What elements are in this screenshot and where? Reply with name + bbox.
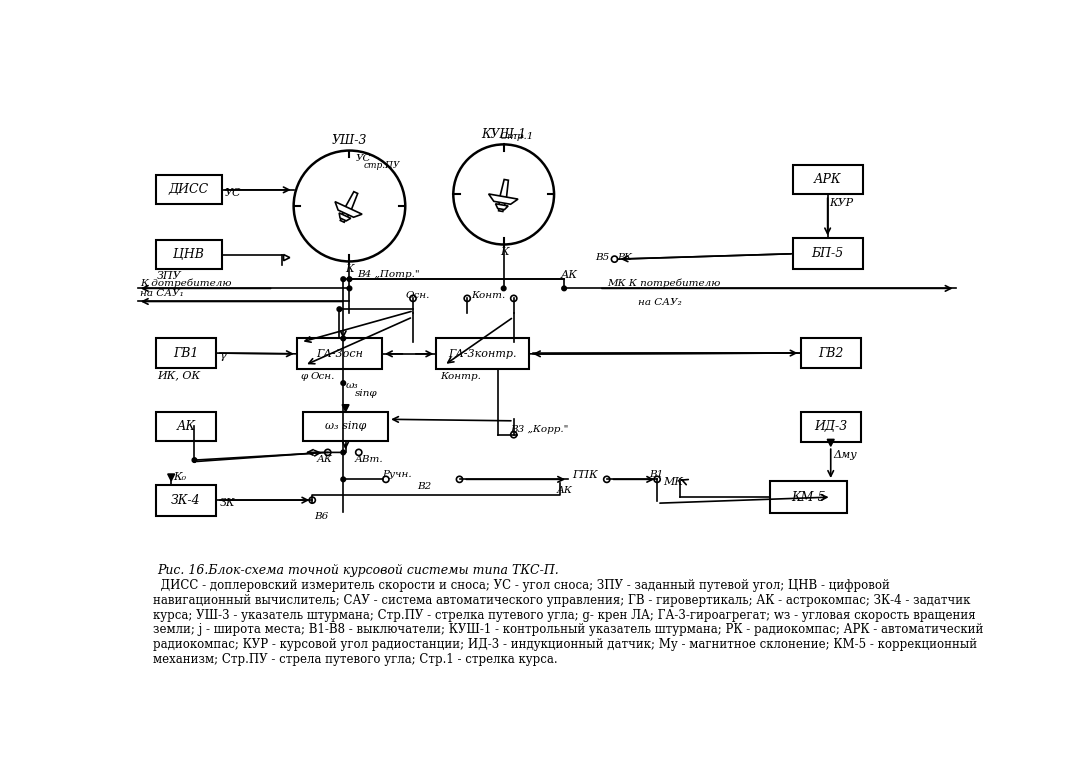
Text: КМ-5: КМ-5: [791, 491, 825, 504]
Text: ЗК: ЗК: [220, 498, 236, 508]
Text: γ: γ: [220, 351, 226, 360]
Bar: [155, 412, 217, 441]
Text: Δму: Δму: [834, 450, 858, 460]
Text: ЗПУ: ЗПУ: [157, 271, 181, 281]
Circle shape: [192, 458, 197, 463]
Text: Стр.1: Стр.1: [500, 132, 534, 140]
Text: АК: АК: [561, 270, 577, 280]
Text: φ: φ: [300, 372, 308, 380]
Polygon shape: [489, 194, 518, 204]
Circle shape: [341, 277, 345, 281]
Text: В3 „Корр.": В3 „Корр.": [510, 426, 568, 434]
Text: ГВ2: ГВ2: [818, 347, 844, 360]
Text: РК: РК: [616, 253, 631, 262]
Bar: [155, 338, 217, 367]
Text: К дотребителю: К дотребителю: [140, 278, 232, 288]
Text: КУР: КУР: [829, 199, 853, 209]
Bar: [155, 175, 222, 205]
Text: ГА-3осн: ГА-3осн: [316, 349, 363, 359]
Text: УС: УС: [225, 188, 241, 199]
Bar: [436, 338, 530, 369]
Bar: [297, 338, 382, 369]
Text: курса; УШ-3 - указатель штурмана; Стр.ПУ - стрелка путевого угла; g- крен ЛА; ГА: курса; УШ-3 - указатель штурмана; Стр.ПУ…: [153, 609, 976, 622]
Text: К: К: [500, 247, 508, 257]
Polygon shape: [336, 202, 362, 217]
Text: ДИСС - доплеровский измеритель скорости и сноса; УС - угол сноса; ЗПУ - заданный: ДИСС - доплеровский измеритель скорости …: [153, 579, 890, 592]
Text: Осн.: Осн.: [405, 291, 430, 300]
Bar: [155, 240, 222, 269]
Text: КУШ-1: КУШ-1: [481, 127, 526, 140]
Text: ГВ1: ГВ1: [174, 347, 198, 360]
Text: МК К потребителю: МК К потребителю: [607, 278, 720, 288]
Text: Рис. 16.Блок-схема точной курсовой системы типа ТКС-П.: Рис. 16.Блок-схема точной курсовой систе…: [158, 564, 559, 577]
Text: ω₃ sinφ: ω₃ sinφ: [325, 421, 367, 431]
Text: механизм; Стр.ПУ - стрела путевого угла; Стр.1 - стрелка курса.: механизм; Стр.ПУ - стрела путевого угла;…: [153, 653, 559, 666]
Bar: [770, 481, 847, 513]
Circle shape: [341, 380, 345, 385]
Text: АК: АК: [177, 420, 195, 433]
Polygon shape: [342, 405, 349, 412]
Polygon shape: [339, 213, 351, 221]
Polygon shape: [828, 439, 834, 446]
Text: МК: МК: [664, 477, 683, 487]
Circle shape: [562, 286, 566, 291]
Text: В4 „Потр.": В4 „Потр.": [357, 270, 420, 279]
Text: Контр.: Контр.: [441, 372, 481, 380]
Bar: [793, 165, 863, 195]
Text: ω₃: ω₃: [345, 380, 358, 390]
Text: Ручн.: Ручн.: [382, 470, 412, 479]
Text: навигационный вычислитель; САУ - система автоматического управления; ГВ - гирове: навигационный вычислитель; САУ - система…: [153, 594, 971, 607]
Polygon shape: [340, 192, 358, 222]
Text: В1: В1: [650, 470, 664, 479]
Circle shape: [502, 286, 506, 291]
Text: радиокомпас; КУР - курсовой угол радиостанции; ИД-3 - индукционный датчик; Му - : радиокомпас; КУР - курсовой угол радиост…: [153, 638, 978, 651]
Polygon shape: [284, 255, 289, 261]
Text: К₀: К₀: [174, 472, 187, 482]
Text: ГА-3контр.: ГА-3контр.: [448, 349, 517, 359]
Text: Осн.: Осн.: [311, 372, 336, 380]
Text: ИД-3: ИД-3: [814, 420, 847, 433]
Bar: [801, 412, 861, 443]
Polygon shape: [498, 179, 508, 212]
Circle shape: [347, 277, 352, 281]
Text: стр.ПУ: стр.ПУ: [363, 161, 400, 170]
Bar: [801, 338, 861, 367]
Bar: [303, 412, 388, 441]
Text: ГПК: ГПК: [571, 470, 597, 480]
Text: АРК: АРК: [814, 173, 842, 186]
Text: sinφ: sinφ: [355, 390, 377, 398]
Text: В2: В2: [417, 482, 431, 491]
Text: АК: АК: [316, 455, 332, 464]
Circle shape: [337, 307, 342, 311]
Text: АВт.: АВт.: [355, 455, 384, 464]
Text: УС: УС: [356, 154, 371, 163]
Text: на САУ₁: на САУ₁: [140, 289, 184, 298]
Text: АК: АК: [556, 486, 572, 495]
Circle shape: [341, 477, 345, 482]
Text: земли; j - широта места; В1-В8 - выключатели; КУШ-1 - контрольный указатель штур: земли; j - широта места; В1-В8 - выключа…: [153, 624, 984, 637]
Text: Конт.: Конт.: [471, 291, 505, 300]
Text: В5: В5: [595, 253, 609, 262]
Text: на САУ₂: на САУ₂: [638, 298, 682, 307]
Text: В6: В6: [314, 512, 329, 521]
Text: БП-5: БП-5: [812, 247, 844, 260]
Bar: [155, 485, 217, 515]
Text: ЗК-4: ЗК-4: [172, 494, 200, 507]
Polygon shape: [495, 204, 508, 209]
Circle shape: [341, 450, 345, 455]
Circle shape: [341, 336, 345, 341]
Text: ЦНВ: ЦНВ: [174, 248, 204, 261]
Polygon shape: [167, 474, 175, 481]
Text: К: К: [345, 264, 354, 274]
Text: ДИСС: ДИСС: [168, 183, 209, 196]
Circle shape: [347, 286, 352, 291]
Text: ИК, ОК: ИК, ОК: [158, 370, 200, 380]
Text: УШ-3: УШ-3: [331, 133, 368, 146]
Bar: [793, 239, 863, 269]
